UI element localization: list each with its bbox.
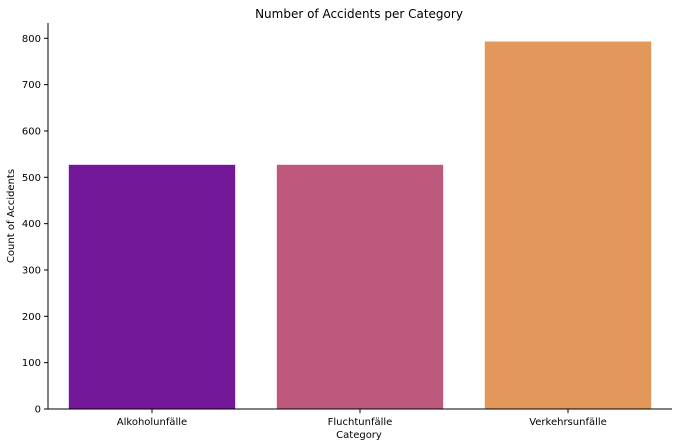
x-axis-ticks: Alkoholunfälle Fluchtunfälle Verkehrsunfäl… (117, 409, 607, 428)
bar-1 (68, 164, 236, 409)
y-tick-label: 700 (22, 80, 41, 91)
x-tick-label: Verkehrsunfälle (529, 417, 607, 428)
bar-2 (276, 164, 444, 409)
x-tick-label: Alkoholunfälle (117, 417, 187, 428)
y-tick-label: 800 (22, 34, 41, 45)
chart-title: Number of Accidents per Category (255, 7, 463, 21)
y-axis-label: Count of Accidents (6, 169, 17, 263)
x-tick-label: Fluchtunfälle (328, 417, 393, 428)
y-axis-ticks: 0 100 200 300 400 500 600 700 800 (22, 34, 48, 416)
y-tick-label: 300 (22, 265, 41, 276)
y-tick-label: 400 (22, 219, 41, 230)
bars (68, 41, 652, 410)
y-tick-label: 200 (22, 312, 41, 323)
y-tick-label: 0 (35, 405, 41, 416)
bar-3 (484, 41, 652, 410)
y-tick-label: 600 (22, 126, 41, 137)
x-axis-label: Category (336, 430, 382, 441)
y-tick-label: 100 (22, 358, 41, 369)
y-tick-label: 500 (22, 173, 41, 184)
